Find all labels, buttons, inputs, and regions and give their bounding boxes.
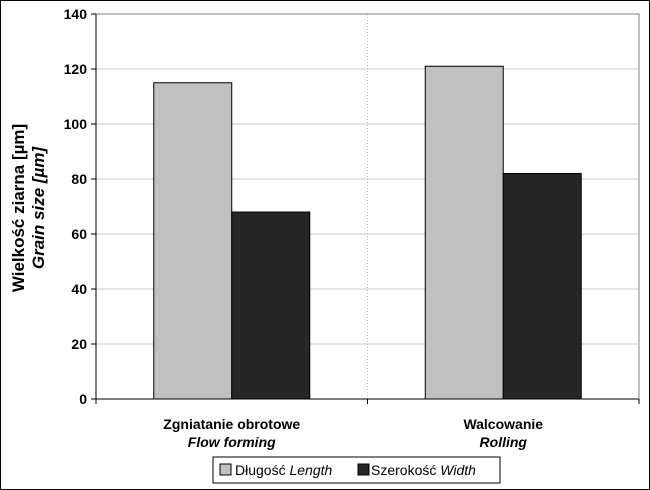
legend-swatch-width	[357, 463, 370, 476]
axes	[91, 13, 640, 404]
y-axis-title-english: Grain size [µm]	[29, 146, 48, 270]
y-tick-label: 40	[71, 281, 87, 297]
y-tick-label: 100	[64, 116, 88, 132]
y-tick-label: 20	[71, 336, 87, 352]
y-tick-label: 0	[79, 391, 87, 407]
category-label: Walcowanie	[463, 416, 543, 432]
y-tick-label: 140	[64, 6, 88, 22]
category-label: Zgniatanie obrotowe	[163, 416, 300, 432]
y-axis-title: Wielkość ziarna [µm]	[9, 124, 28, 292]
category-label-english: Flow forming	[188, 434, 276, 450]
bar-length-0	[153, 82, 233, 400]
y-tick-labels: 0 20 40 60 80 100 120 140	[64, 6, 88, 407]
y-tick-label: 80	[71, 171, 87, 187]
bar-width-1	[502, 173, 582, 400]
bar-width-0	[231, 211, 311, 400]
legend-label-width: Szerokość Width	[371, 462, 476, 478]
bar-length-1	[424, 65, 504, 400]
legend-swatch-length	[219, 463, 232, 476]
x-category-labels: Zgniatanie obrotowe Flow forming Walcowani…	[163, 416, 543, 450]
bars	[153, 65, 582, 400]
legend: Długość Length Szerokość Width	[212, 456, 501, 484]
legend-box	[212, 456, 501, 484]
y-tick-label: 60	[71, 226, 87, 242]
y-tick-label: 120	[64, 61, 88, 77]
category-label-english: Rolling	[480, 434, 528, 450]
legend-label-length: Długość Length	[235, 462, 333, 478]
